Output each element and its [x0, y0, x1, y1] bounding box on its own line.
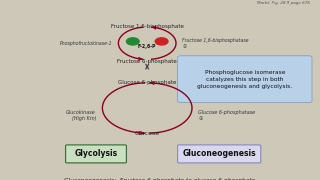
- Text: Glucokinase
(High Km): Glucokinase (High Km): [66, 110, 96, 121]
- FancyBboxPatch shape: [178, 145, 261, 163]
- Text: Glucose 6-phosphatase
①: Glucose 6-phosphatase ①: [198, 110, 256, 121]
- Text: Glycolysis: Glycolysis: [75, 149, 117, 158]
- Text: F-2,6-P: F-2,6-P: [138, 44, 156, 49]
- FancyBboxPatch shape: [178, 56, 312, 103]
- Text: Phosphoglucose isomerase
catalyzes this step in both
gluconeogenesis and glycoly: Phosphoglucose isomerase catalyzes this …: [197, 70, 292, 89]
- Text: Fructose 6-phosphate: Fructose 6-phosphate: [117, 59, 177, 64]
- Text: Fructose 1,6-bisphosphatase
①: Fructose 1,6-bisphosphatase ①: [182, 38, 249, 49]
- Text: Glucose 6-phosphate: Glucose 6-phosphate: [118, 80, 176, 85]
- FancyBboxPatch shape: [66, 145, 126, 163]
- Text: Gluconeogenesis:  Fructose 6-phosphate to glucose 6-phosphate: Gluconeogenesis: Fructose 6-phosphate to…: [64, 178, 256, 180]
- Circle shape: [126, 38, 139, 45]
- Text: Gluconeogenesis: Gluconeogenesis: [182, 149, 256, 158]
- Text: Glucose: Glucose: [135, 131, 160, 136]
- Text: Phosphofructokinase-1: Phosphofructokinase-1: [60, 41, 112, 46]
- Text: Fructose 1,6-bisphosphate: Fructose 1,6-bisphosphate: [111, 24, 184, 29]
- Circle shape: [155, 38, 168, 45]
- Text: Marks' Fig. 28.9 page 676: Marks' Fig. 28.9 page 676: [257, 1, 310, 5]
